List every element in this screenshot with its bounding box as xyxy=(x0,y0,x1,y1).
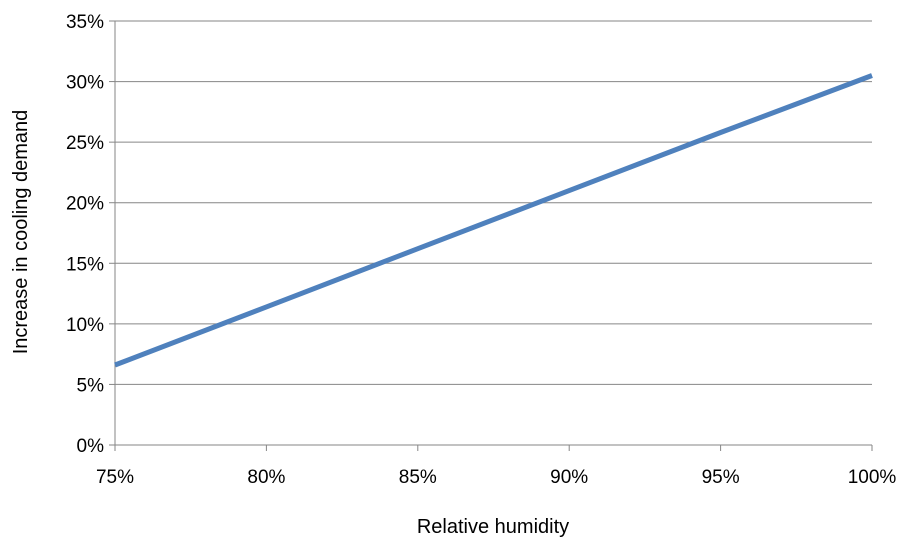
x-tick-label: 95% xyxy=(702,467,740,488)
series-layer xyxy=(114,73,873,368)
y-tick-label: 25% xyxy=(66,133,104,154)
x-tick-label: 100% xyxy=(848,467,897,488)
x-tick-label: 90% xyxy=(550,467,588,488)
y-tick-label: 20% xyxy=(66,194,104,215)
y-tick-label: 15% xyxy=(66,254,104,275)
x-tick-labels: 75% 80% 85% 90% 95% 100% xyxy=(96,467,896,488)
x-tick-label: 75% xyxy=(96,467,134,488)
y-tick-label: 0% xyxy=(77,436,105,457)
x-tick-label: 80% xyxy=(247,467,285,488)
y-tick-label: 35% xyxy=(66,12,104,33)
x-tick-label: 85% xyxy=(399,467,437,488)
y-tick-label: 30% xyxy=(66,73,104,94)
y-tick-label: 5% xyxy=(77,375,105,396)
x-axis-title: Relative humidity xyxy=(417,516,569,538)
axes xyxy=(109,20,873,451)
series-line xyxy=(114,73,873,368)
y-tick-label: 10% xyxy=(66,315,104,336)
y-tick-labels: 0% 5% 10% 15% 20% 25% 30% 35% xyxy=(66,12,104,457)
gridlines xyxy=(115,20,872,385)
y-axis-title: Increase in cooling demand xyxy=(10,110,32,355)
